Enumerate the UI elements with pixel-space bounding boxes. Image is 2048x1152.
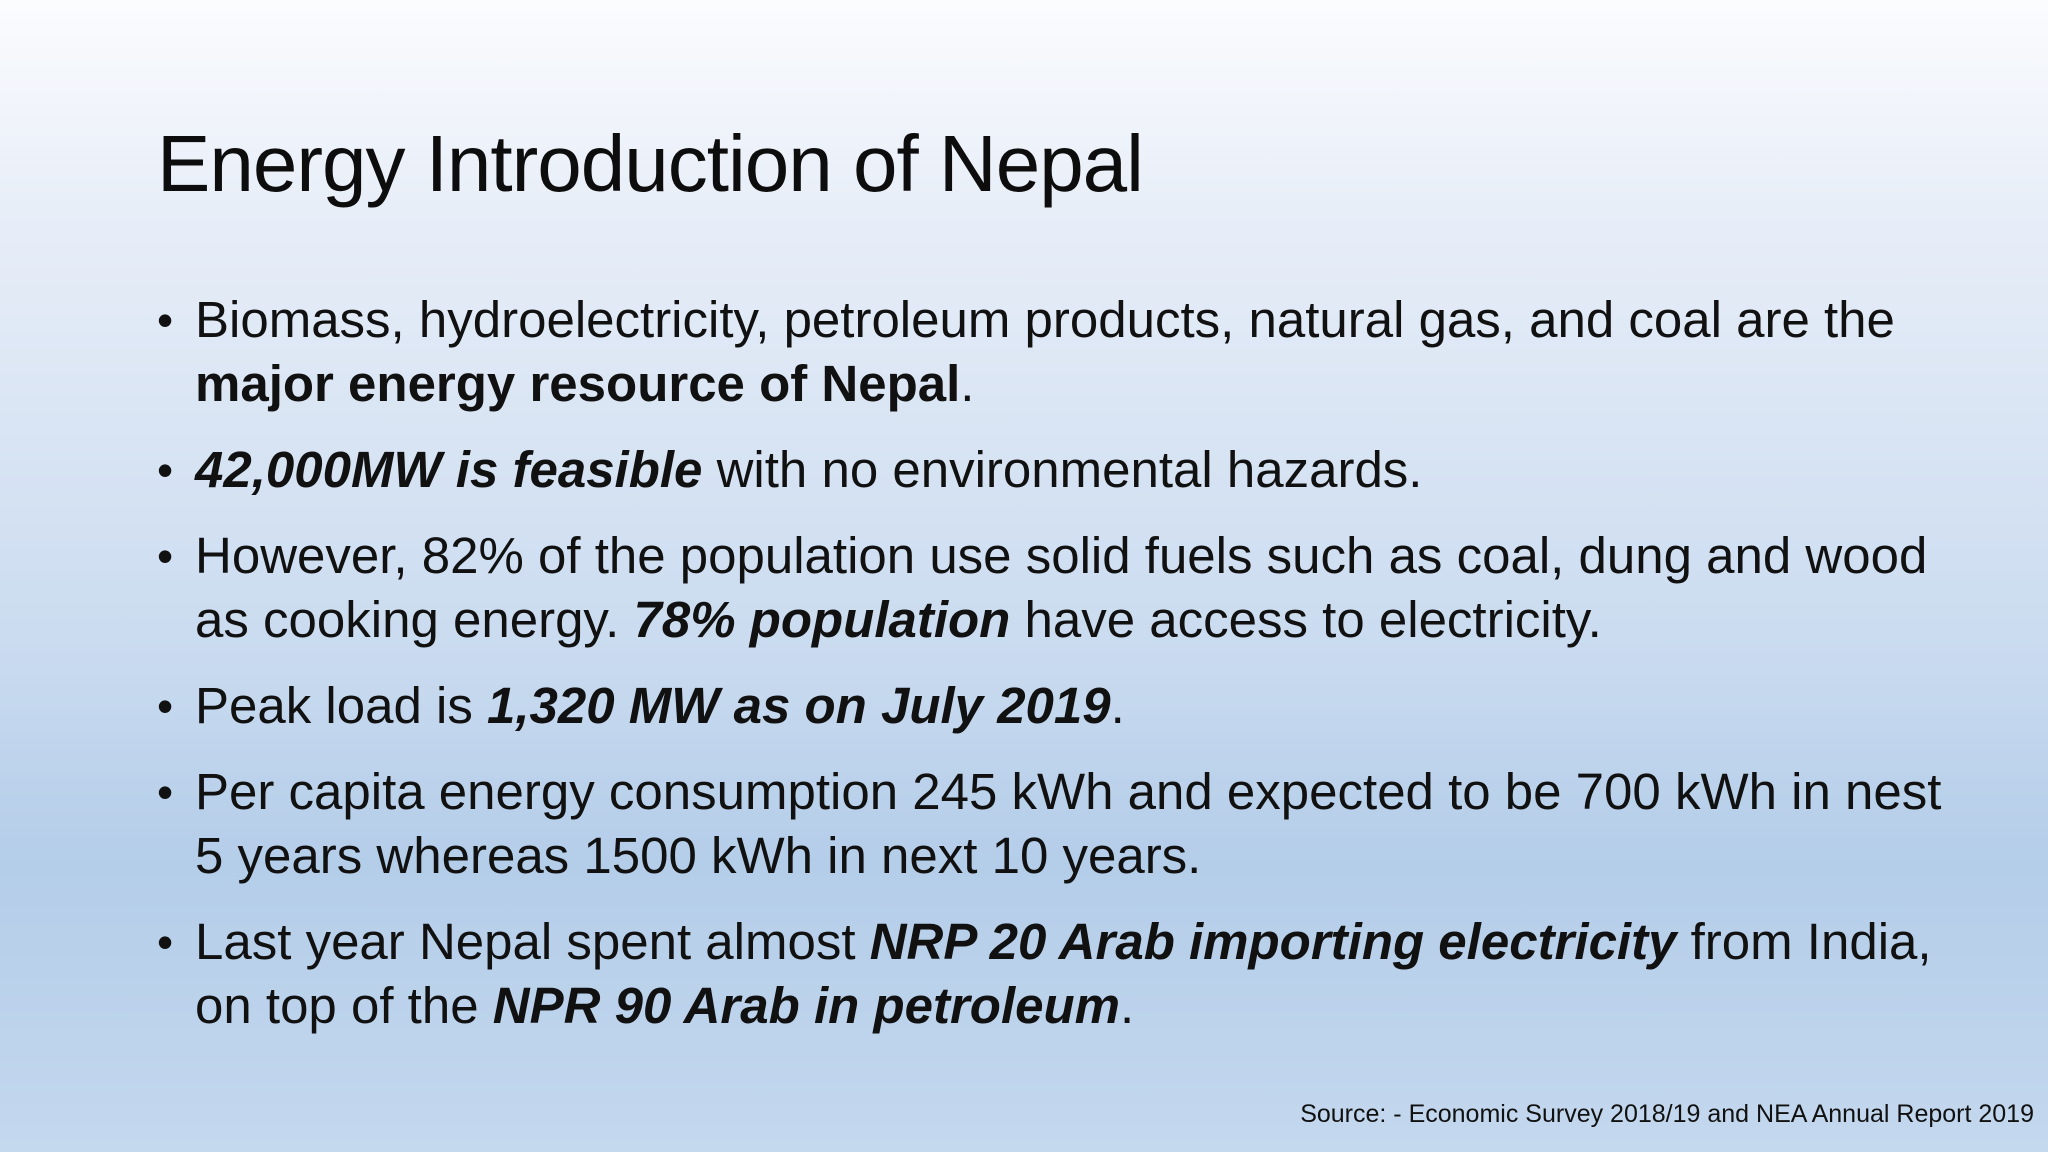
bullet-item-peak-load: • Peak load is 1,320 MW as on July 2019. bbox=[157, 674, 1957, 738]
bullet-text: However, 82% of the population use solid… bbox=[195, 527, 1928, 648]
bullet-dot-icon: • bbox=[157, 444, 174, 496]
bullet-text: from India, on top of the bbox=[195, 913, 1932, 1034]
bullet-item-per-capita: • Per capita energy consumption 245 kWh … bbox=[157, 760, 1957, 888]
bullet-text: have access to electricity. bbox=[1010, 591, 1602, 648]
bullet-text: with no environmental hazards. bbox=[702, 441, 1423, 498]
bullet-text: . bbox=[1119, 977, 1135, 1034]
bullet-text: Last year Nepal spent almost bbox=[195, 913, 870, 970]
slide-title: Energy Introduction of Nepal bbox=[157, 119, 1144, 208]
bullet-emphasis: NPR 90 Arab in petroleum bbox=[492, 977, 1120, 1034]
bullet-dot-icon: • bbox=[157, 916, 174, 968]
bullet-emphasis: 1,320 MW as on July 2019 bbox=[487, 677, 1111, 734]
bullet-emphasis: major energy resource of Nepal bbox=[195, 355, 961, 412]
bullet-text: Biomass, hydroelectricity, petroleum pro… bbox=[195, 291, 1895, 348]
bullet-dot-icon: • bbox=[157, 680, 174, 732]
bullet-item-feasible-capacity: • 42,000MW is feasible with no environme… bbox=[157, 438, 1957, 502]
bullet-list: • Biomass, hydroelectricity, petroleum p… bbox=[157, 288, 1957, 1060]
bullet-text: Per capita energy consumption 245 kWh an… bbox=[195, 763, 1942, 884]
bullet-emphasis: 78% population bbox=[633, 591, 1011, 648]
bullet-item-energy-resources: • Biomass, hydroelectricity, petroleum p… bbox=[157, 288, 1957, 416]
source-citation: Source: - Economic Survey 2018/19 and NE… bbox=[1300, 1100, 2034, 1128]
bullet-text: . bbox=[1110, 677, 1125, 734]
bullet-dot-icon: • bbox=[157, 766, 174, 818]
bullet-text: Peak load is bbox=[195, 677, 488, 734]
bullet-item-imports: • Last year Nepal spent almost NRP 20 Ar… bbox=[157, 910, 1957, 1038]
bullet-emphasis: 42,000MW is feasible bbox=[195, 441, 703, 498]
bullet-dot-icon: • bbox=[157, 530, 174, 582]
bullet-emphasis: NRP 20 Arab importing electricity bbox=[869, 913, 1677, 970]
bullet-dot-icon: • bbox=[157, 294, 174, 346]
bullet-text: . bbox=[960, 355, 975, 412]
bullet-item-solid-fuels: • However, 82% of the population use sol… bbox=[157, 524, 1957, 652]
